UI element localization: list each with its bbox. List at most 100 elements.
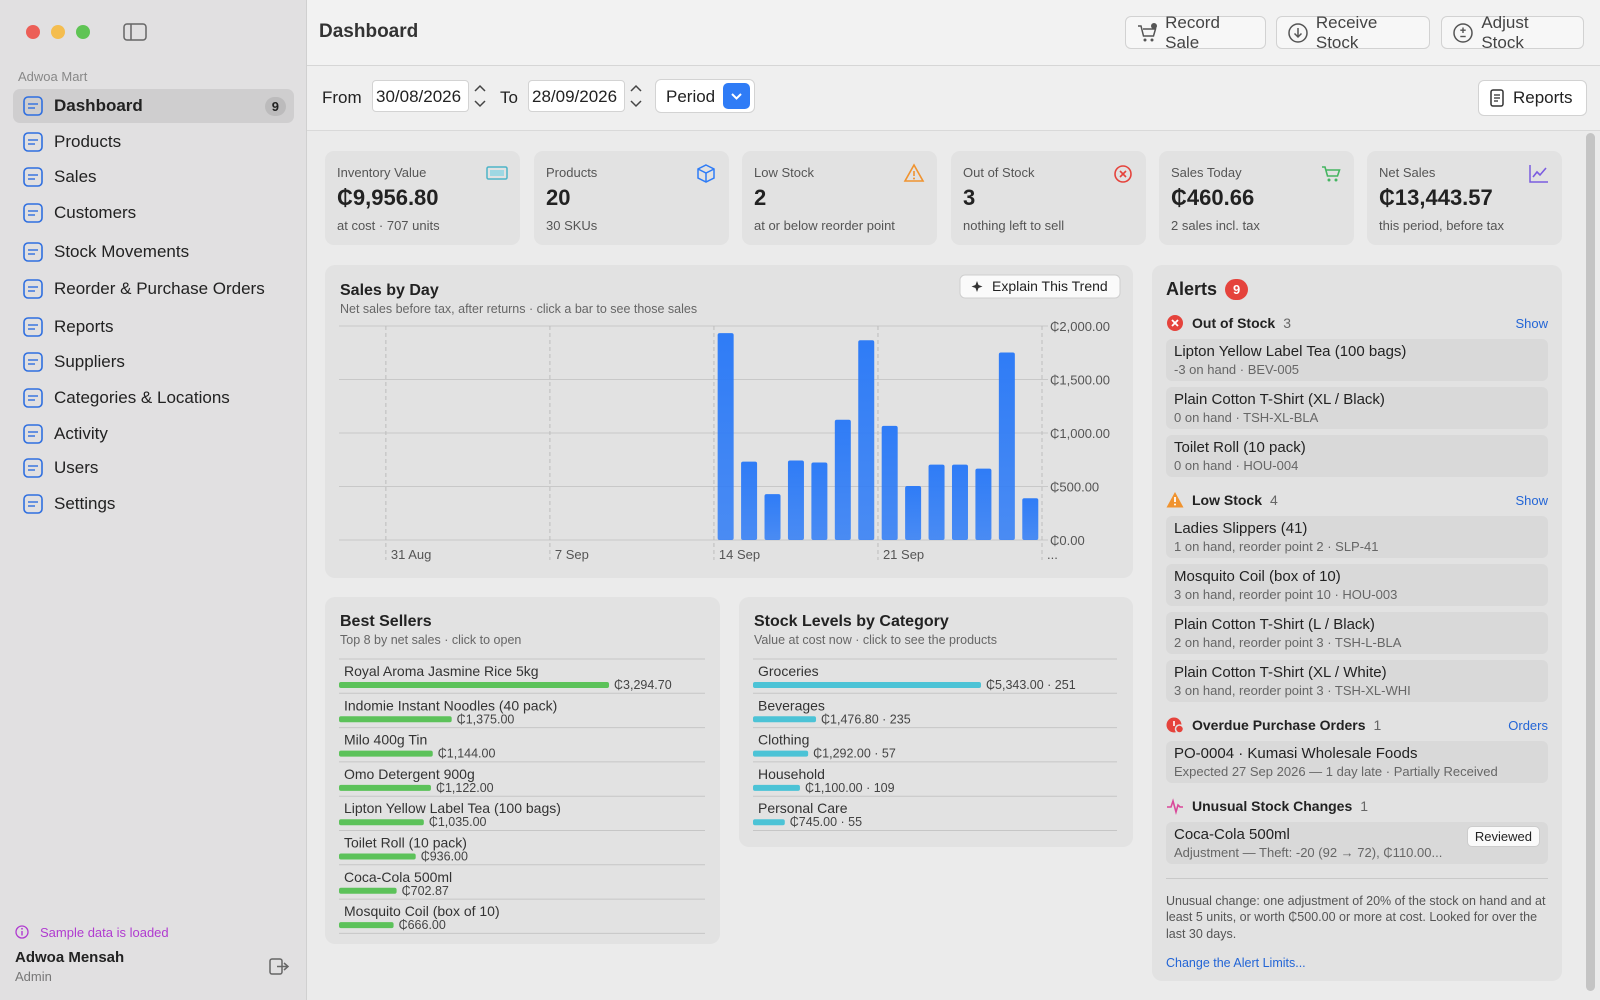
item-detail: 3 on hand, reorder point 3 · TSH-XL-WHI	[1174, 683, 1411, 698]
store-name: Adwoa Mart	[18, 69, 88, 84]
alert-item[interactable]: Plain Cotton T-Shirt (XL / White) 3 on ha…	[1166, 660, 1548, 702]
bar[interactable]	[951, 464, 968, 540]
bar[interactable]	[753, 784, 800, 791]
value-label: ₵1,035.00	[429, 815, 487, 829]
nav-item[interactable]: Reports	[13, 310, 294, 344]
bar[interactable]	[905, 485, 922, 540]
logout-button[interactable]	[268, 956, 290, 978]
bar[interactable]	[753, 682, 981, 688]
bar[interactable]	[339, 716, 452, 723]
summary-card: Products 20 30 SKUs	[534, 151, 729, 245]
bar[interactable]	[741, 461, 758, 540]
value-label: ₵1,375.00	[457, 712, 515, 726]
bar[interactable]	[787, 460, 804, 540]
card-icon	[1322, 166, 1341, 182]
nav-icon	[23, 494, 43, 514]
explain-label: Explain This Trend	[992, 278, 1108, 294]
to-date[interactable]: 28/09/2026	[528, 80, 625, 112]
y-tick-label: ₵2,000.00	[1050, 319, 1110, 334]
alerts-link[interactable]: Change the Alert Limits...	[1166, 955, 1306, 970]
card-note: at or below reorder point	[754, 218, 895, 233]
alert-item[interactable]: Plain Cotton T-Shirt (XL / Black) 0 on ha…	[1166, 387, 1548, 429]
item-detail: -3 on hand · BEV-005	[1174, 362, 1300, 377]
sidebar: Adwoa Mart Dashboard 9 Products Sales Custom…	[0, 0, 307, 1000]
section-title: Out of Stock	[1192, 315, 1276, 331]
bar[interactable]	[717, 333, 734, 540]
bar[interactable]	[764, 494, 781, 540]
to-label: To	[500, 88, 518, 107]
scrollbar[interactable]	[1586, 133, 1595, 991]
sales-panel: Sales by Day Net sales before tax, after…	[325, 265, 1133, 578]
alert-item[interactable]: Lipton Yellow Label Tea (100 bags) -3 on …	[1166, 339, 1548, 381]
period-dropdown[interactable]: Period	[655, 79, 755, 113]
item-name: Plain Cotton T-Shirt (XL / Black)	[1174, 391, 1385, 408]
section-action[interactable]: Orders	[1508, 717, 1548, 733]
bar[interactable]	[339, 682, 609, 688]
bar[interactable]	[881, 425, 898, 540]
nav-item[interactable]: Products	[13, 125, 294, 159]
bar[interactable]	[975, 468, 992, 540]
nav-item[interactable]: Dashboard 9	[13, 89, 294, 123]
user-name: Adwoa Mensah	[15, 949, 125, 966]
bar[interactable]	[339, 750, 433, 757]
chart-title: Stock Levels by Category	[754, 613, 949, 630]
bar[interactable]	[339, 853, 416, 860]
bar[interactable]	[339, 784, 431, 791]
nav-item[interactable]: Users	[13, 451, 294, 485]
nav-item[interactable]: Suppliers	[13, 345, 294, 379]
item-detail: 0 on hand · TSH-XL-BLA	[1174, 410, 1319, 425]
toolbar-button[interactable]: Receive Stock	[1276, 13, 1430, 52]
from-stepper[interactable]	[472, 80, 488, 112]
button-icon	[1138, 22, 1157, 41]
bar[interactable]	[858, 340, 875, 540]
alert-item[interactable]: PO-0004 · Kumasi Wholesale Foods Expected…	[1166, 741, 1548, 783]
bar[interactable]	[339, 887, 397, 894]
nav-item[interactable]: Activity	[13, 417, 294, 451]
nav-label: Activity	[54, 424, 108, 443]
nav-item[interactable]: Categories & Locations	[13, 381, 294, 415]
card-title: Products	[546, 165, 598, 180]
bar[interactable]	[753, 819, 785, 826]
nav-item[interactable]: Settings	[13, 487, 294, 521]
nav-item[interactable]: Stock Movements	[13, 235, 294, 269]
item-name: Coca-Cola 500ml	[1174, 826, 1290, 843]
period-label: Period	[666, 87, 716, 106]
to-stepper[interactable]	[628, 80, 644, 112]
toolbar-button[interactable]: Adjust Stock	[1441, 13, 1584, 52]
item-button[interactable]: Reviewed	[1466, 826, 1540, 847]
row-label: Groceries	[758, 663, 819, 679]
toolbar-button[interactable]: Record Sale	[1125, 13, 1266, 52]
alert-item[interactable]: Plain Cotton T-Shirt (L / Black) 2 on han…	[1166, 612, 1548, 654]
bar[interactable]	[1022, 498, 1039, 540]
alert-item[interactable]: Coca-Cola 500ml Adjustment — Theft: -20 (…	[1166, 822, 1548, 864]
bar[interactable]	[928, 464, 945, 540]
page-title: Dashboard	[319, 21, 419, 42]
section-icon	[1166, 492, 1184, 508]
bar[interactable]	[834, 419, 851, 540]
alert-item[interactable]: Toilet Roll (10 pack) 0 on hand · HOU-004	[1166, 435, 1548, 477]
bar[interactable]	[339, 922, 394, 929]
x-tick-label: 14 Sep	[719, 547, 760, 562]
bar[interactable]	[998, 352, 1015, 540]
zoom-button[interactable]	[76, 25, 90, 39]
close-button[interactable]	[26, 25, 40, 39]
reports-button[interactable]: Reports	[1478, 80, 1587, 116]
nav-item[interactable]: Customers	[13, 196, 294, 230]
bar[interactable]	[753, 716, 817, 723]
nav-label: Reorder & Purchase Orders	[54, 279, 265, 298]
nav-item[interactable]: Sales	[13, 160, 294, 194]
section-action[interactable]: Show	[1515, 492, 1548, 508]
bar[interactable]	[753, 750, 809, 757]
alert-item[interactable]: Ladies Slippers (41) 1 on hand, reorder p…	[1166, 516, 1548, 558]
section-action[interactable]: Show	[1515, 315, 1548, 331]
bar[interactable]	[811, 462, 828, 540]
minimize-button[interactable]	[51, 25, 65, 39]
reports-icon	[1490, 89, 1504, 107]
nav-item[interactable]: Reorder & Purchase Orders	[13, 272, 294, 306]
bar[interactable]	[339, 819, 424, 826]
x-tick-label: 21 Sep	[883, 547, 924, 562]
sidebar-toggle[interactable]	[123, 23, 147, 41]
from-date[interactable]: 30/08/2026	[372, 80, 469, 112]
alert-item[interactable]: Mosquito Coil (box of 10) 3 on hand, reor…	[1166, 564, 1548, 606]
explain-button[interactable]: Explain This Trend	[959, 274, 1121, 299]
